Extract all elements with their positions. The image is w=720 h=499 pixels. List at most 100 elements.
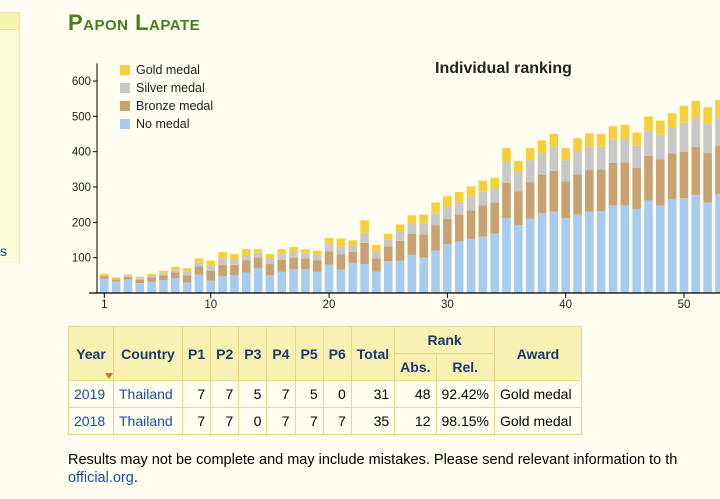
legend-item-no-medal: No medal [120, 115, 213, 133]
results-table: Year Country P1 P2 P3 P4 P5 P6 Total Ran… [68, 326, 582, 435]
table-row: 2018 Thailand 7 7 0 7 7 7 35 12 98.15% G… [68, 407, 582, 435]
bar-segment [454, 201, 464, 215]
bar-segment [265, 258, 275, 265]
col-p3-header[interactable]: P3 [238, 326, 268, 381]
bar-segment [312, 254, 322, 261]
bar-segment [194, 266, 204, 275]
bar-segment [206, 265, 216, 271]
bar-segment [241, 272, 251, 293]
bar-segment [253, 268, 263, 293]
bar-segment [525, 148, 535, 161]
cell-year-link[interactable]: 2019 [68, 380, 114, 408]
bar-segment [395, 260, 405, 293]
bar-segment [537, 153, 547, 175]
footer-text: Results may not be complete and may incl… [68, 452, 678, 468]
bar-segment [301, 249, 310, 254]
bar-segment [715, 194, 720, 293]
col-award-header[interactable]: Award [493, 326, 582, 381]
bar-segment [691, 194, 701, 293]
chart-legend: Gold medal Silver medal Bronze medal No … [120, 61, 213, 133]
col-p2-header[interactable]: P2 [210, 326, 240, 381]
col-year-header[interactable]: Year [68, 326, 114, 381]
cell-p5: 7 [294, 407, 324, 435]
bar-segment [218, 264, 227, 277]
bar-segment [407, 254, 417, 293]
legend-swatch-gold [120, 65, 130, 75]
bar-segment [218, 252, 227, 259]
bar-segment [360, 220, 369, 233]
bar-segment [123, 275, 133, 277]
bar-segment [289, 257, 298, 269]
col-abs-header[interactable]: Abs. [394, 353, 437, 381]
bar-segment [170, 269, 180, 273]
bar-segment [383, 246, 393, 262]
cell-p2: 7 [210, 407, 240, 435]
col-country-header[interactable]: Country [113, 326, 183, 381]
bar-segment [419, 214, 429, 224]
bar-segment [230, 275, 239, 293]
cell-country-link[interactable]: Thailand [113, 407, 183, 435]
bar-segment [372, 271, 381, 293]
bar-segment [111, 277, 121, 279]
bar-segment [703, 107, 712, 125]
bar-segment [514, 225, 523, 293]
bar-segment [312, 250, 322, 255]
bar-segment [490, 233, 499, 293]
bar-segment [502, 182, 511, 219]
sort-arrow-icon[interactable] [105, 373, 113, 379]
col-total-header[interactable]: Total [350, 326, 396, 381]
bar-segment [644, 155, 653, 201]
bar-segment [206, 270, 216, 281]
bar-segment [100, 276, 109, 279]
legend-item-silver: Silver medal [120, 79, 213, 97]
bar-segment [419, 257, 429, 293]
bar-segment [608, 139, 618, 163]
bar-segment [561, 148, 570, 161]
bar-segment [289, 247, 298, 253]
col-p1-header[interactable]: P1 [181, 326, 212, 381]
bar-segment [277, 259, 287, 272]
bar-segment [561, 160, 570, 182]
legend-swatch-silver [120, 83, 130, 93]
cell-award: Gold medal [493, 380, 582, 408]
y-tick-label: 400 [72, 147, 91, 159]
bar-segment [514, 160, 523, 172]
bar-segment [419, 223, 429, 235]
bar-segment [407, 233, 417, 255]
bar-segment [620, 138, 630, 163]
bar-segment [182, 268, 192, 272]
bar-segment [230, 264, 239, 276]
bar-segment [561, 181, 570, 219]
bar-segment [253, 249, 263, 253]
bar-segment [537, 174, 547, 214]
bar-segment [265, 275, 275, 293]
bar-segment [301, 258, 310, 269]
bar-segment [383, 233, 393, 240]
col-p5-header[interactable]: P5 [294, 326, 324, 381]
bar-segment [656, 120, 665, 135]
bar-segment [111, 279, 121, 282]
cell-country-link[interactable]: Thailand [113, 380, 183, 408]
sidebar-header [0, 13, 19, 30]
bar-segment [691, 100, 701, 118]
bar-segment [194, 258, 204, 263]
bar-segment [241, 249, 251, 255]
cell-rank-rel: 98.15% [435, 407, 495, 435]
cell-p6: 0 [322, 380, 352, 408]
bar-segment [466, 239, 476, 293]
bar-segment [608, 205, 618, 293]
footer-link[interactable]: official.org [68, 470, 134, 486]
col-rel-header[interactable]: Rel. [435, 353, 495, 381]
bar-segment [490, 202, 499, 234]
bar-segment [170, 272, 180, 279]
bar-segment [679, 198, 689, 293]
col-p6-header[interactable]: P6 [322, 326, 352, 381]
col-p4-header[interactable]: P4 [266, 326, 296, 381]
cell-rank-rel: 92.42% [435, 380, 495, 408]
bar-segment [656, 205, 665, 293]
bar-segment [585, 211, 594, 293]
bar-segment [230, 259, 239, 265]
sidebar-link-fragment[interactable]: s [0, 243, 7, 259]
cell-year-link[interactable]: 2018 [68, 407, 114, 435]
bar-segment [194, 274, 204, 293]
